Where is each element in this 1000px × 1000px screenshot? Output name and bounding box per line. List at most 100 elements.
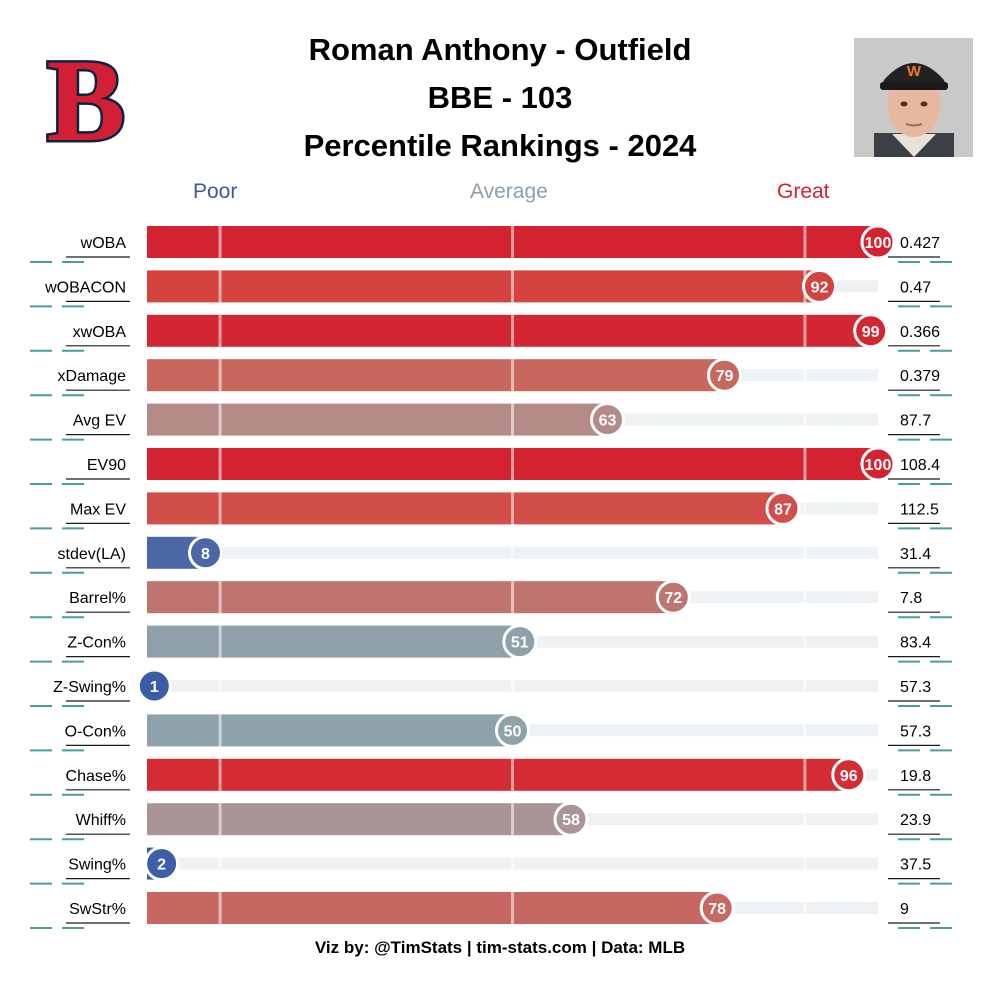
reference-line [511,536,514,569]
reference-line [803,314,807,347]
reference-line [803,847,807,880]
reference-line [511,359,514,392]
stat-value: 23.9 [900,812,931,829]
percentile-marker [699,890,735,926]
percentile-label: 78 [708,901,726,918]
reference-line [803,359,807,392]
percentile-marker [553,801,589,837]
percentile-marker [853,313,889,349]
reference-line [803,581,807,614]
percentile-marker [144,846,180,882]
percentile-bar [147,314,871,347]
category-label: Swing% [68,857,126,874]
stat-value: 57.3 [900,723,931,740]
scale-label-poor: Poor [193,180,238,203]
reference-line [218,625,222,658]
percentile-marker [831,757,867,793]
chart-subtitle-bbe: BBE - 103 [427,80,573,115]
category-label: Barrel% [69,590,126,607]
stat-value: 0.366 [900,324,940,341]
category-label: SwStr% [69,901,126,918]
chart-title: Roman Anthony - Outfield [308,32,692,67]
percentile-bar [147,714,513,747]
percentile-marker [765,490,801,526]
reference-line [511,270,514,303]
reference-line [511,226,514,258]
percentile-marker [860,446,896,482]
reference-line [803,536,807,569]
percentile-marker [187,535,223,571]
percentile-label: 8 [201,546,210,563]
category-label: Whiff% [76,812,126,829]
percentile-marker [502,624,538,660]
stat-value: 0.47 [900,279,931,296]
svg-text:W: W [907,63,922,80]
reference-line [803,448,807,480]
reference-line [218,758,222,791]
category-label: Z-Con% [67,635,126,652]
category-label: wOBA [80,235,127,252]
reference-line [218,803,222,836]
stat-value: 87.7 [900,413,931,430]
category-label: Max EV [70,501,126,518]
percentile-label: 58 [562,812,580,829]
footer-credits: Viz by: @TimStats | tim-stats.com | Data… [314,938,686,957]
player-headshot-icon: W [854,38,973,157]
reference-line [511,581,514,614]
reference-line [218,448,222,480]
percentile-marker [655,579,691,615]
stat-value: 7.8 [900,590,922,607]
percentile-label: 63 [599,413,617,430]
percentile-label: 1 [150,679,159,696]
category-label: Z-Swing% [53,679,126,696]
reference-line [218,314,222,347]
scale-label-great: Great [777,180,830,203]
percentile-label: 87 [774,501,792,518]
reference-line [803,625,807,658]
percentile-bar [147,758,849,791]
percentile-label: 96 [840,768,858,785]
reference-line [803,492,807,525]
red-sox-b-logo-icon: B [44,40,128,152]
percentile-bar [147,581,674,614]
reference-line [218,892,222,924]
reference-line [511,847,514,880]
category-label: wOBACON [44,279,126,296]
reference-line [218,270,222,303]
percentile-bar [147,492,783,525]
reference-line [218,359,222,392]
stat-value: 83.4 [900,635,931,652]
category-label: xDamage [58,368,127,385]
reference-line [511,403,514,436]
category-label: Chase% [66,768,126,785]
stat-value: 31.4 [900,546,931,563]
reference-line [218,670,222,702]
percentile-label: 100 [865,235,892,252]
chart-subtitle-year: Percentile Rankings - 2024 [303,128,697,163]
percentile-marker [706,357,742,393]
category-label: stdev(LA) [58,546,126,563]
percentile-label: 51 [511,635,529,652]
scale-label-average: Average [470,180,548,203]
reference-line [803,714,807,747]
stat-value: 0.379 [900,368,940,385]
reference-line [218,226,222,258]
stat-value: 57.3 [900,679,931,696]
category-label: EV90 [87,457,126,474]
percentile-label: 100 [865,457,892,474]
percentile-marker [860,224,896,260]
reference-line [803,670,807,702]
stat-value: 19.8 [900,768,931,785]
percentile-label: 50 [504,723,522,740]
reference-line [803,403,807,436]
reference-line [511,670,514,702]
percentile-bar [147,403,608,436]
percentile-marker [590,402,626,438]
percentile-marker [495,712,530,748]
percentile-label: 79 [716,368,734,385]
reference-line [218,492,222,525]
reference-line [511,803,514,836]
reference-line [218,581,222,614]
